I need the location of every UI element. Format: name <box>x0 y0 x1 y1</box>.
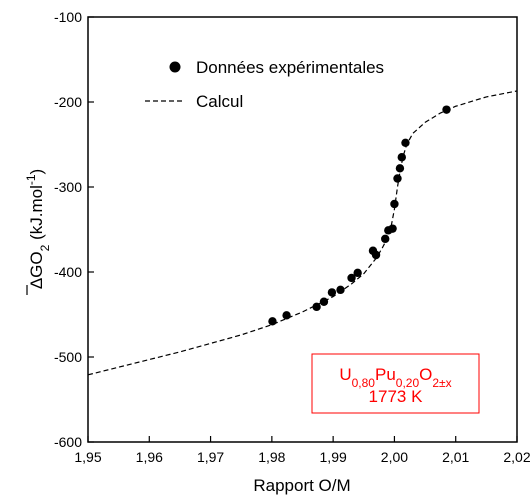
legend-label-experimental: Données expérimentales <box>196 58 384 77</box>
x-tick-label: 1,97 <box>197 449 224 465</box>
x-tick-label: 1,98 <box>258 449 285 465</box>
series-layer <box>87 90 518 376</box>
data-point <box>268 317 277 326</box>
x-tick-label: 1,95 <box>74 449 101 465</box>
formula-o: O <box>419 365 432 384</box>
y-label-sup: -1 <box>24 174 38 185</box>
x-tick-label: 1,99 <box>320 449 347 465</box>
composition-annotation: U0,80Pu0,20O2±x 1773 K <box>311 353 480 414</box>
data-point <box>353 268 362 278</box>
y-label-o: O <box>27 251 46 264</box>
data-point <box>371 250 381 260</box>
y-ticks: -600 -500 -400 -300 -200 -100 <box>54 9 94 450</box>
x-ticks: 1,95 1,96 1,97 1,98 1,99 2,00 2,01 2,02 <box>74 436 531 465</box>
y-axis-title: ΔGO2 (kJ.mol-1) <box>24 169 52 295</box>
legend: Données expérimentales Calcul <box>145 58 384 111</box>
x-tick-label: 2,00 <box>381 449 408 465</box>
data-point <box>442 105 451 114</box>
x-axis-label: Rapport O/M <box>253 476 350 495</box>
x-axis-title: Rapport O/M <box>253 476 350 495</box>
formula-pu-sub: 0,20 <box>396 376 420 390</box>
y-tick-label: -200 <box>54 94 82 110</box>
y-tick-label: -100 <box>54 9 82 25</box>
y-tick-label: -300 <box>54 179 82 195</box>
x-tick-label: 1,96 <box>136 449 163 465</box>
x-tick-label: 2,02 <box>503 449 530 465</box>
data-point <box>395 164 405 173</box>
x-tick-label: 2,01 <box>442 449 469 465</box>
y-label-sub: 2 <box>38 244 52 251</box>
data-point <box>347 273 356 283</box>
legend-marker-experimental <box>169 61 181 73</box>
y-label-rest: (kJ.mol <box>27 185 46 245</box>
y-tick-label: -400 <box>54 264 82 280</box>
data-point <box>381 234 390 244</box>
formula-u: U <box>339 365 351 384</box>
data-point <box>401 138 410 147</box>
annotation-box <box>311 353 480 414</box>
annotation-temperature: 1773 K <box>369 387 424 406</box>
y-label-close: ) <box>27 169 46 175</box>
formula-u-sub: 0,80 <box>352 376 376 390</box>
y-tick-label: -600 <box>54 434 82 450</box>
calcul-line <box>87 90 518 376</box>
data-point <box>327 288 337 297</box>
legend-label-calcul: Calcul <box>196 92 243 111</box>
data-point <box>390 199 399 209</box>
y-label-g: G <box>27 265 46 278</box>
plot-frame <box>87 16 518 443</box>
data-point <box>312 302 321 312</box>
data-point <box>336 285 345 295</box>
data-point <box>397 153 406 162</box>
annotation-formula: U0,80Pu0,20O2±x <box>339 365 451 390</box>
data-point <box>388 224 397 233</box>
data-point <box>282 311 291 320</box>
data-point <box>393 174 402 183</box>
y-tick-label: -500 <box>54 349 82 365</box>
y-axis-label: ΔGO2 (kJ.mol-1) <box>24 169 52 289</box>
formula-pu: Pu <box>375 365 396 384</box>
formula-o-sub: 2±x <box>432 376 451 390</box>
y-label-delta: Δ <box>27 278 46 289</box>
data-point <box>319 297 329 306</box>
